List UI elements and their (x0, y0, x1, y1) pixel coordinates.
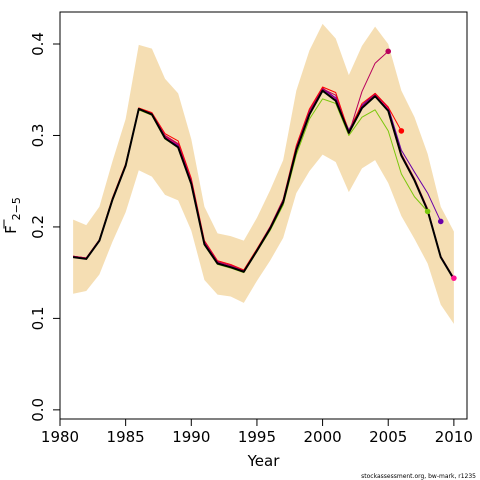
endpoint-layer (385, 48, 457, 281)
y-tick-label: 0.1 (29, 306, 47, 330)
x-tick-label: 2010 (435, 428, 473, 446)
x-tick-label: 2005 (369, 428, 407, 446)
y-axis: 0.0 0.1 0.2 0.3 0.4 (29, 32, 61, 422)
footnote: stockassessment.org, bw-mark, r1235 (361, 473, 476, 480)
series-endpoint-6 (385, 48, 392, 55)
series-endpoint-4 (424, 208, 431, 215)
x-tick-label: 1995 (238, 428, 276, 446)
y-tick-label: 0.3 (29, 124, 47, 148)
x-tick-label: 2000 (303, 428, 341, 446)
y-tick-label: 0.2 (29, 215, 47, 239)
y-tick-label: 0.0 (29, 398, 47, 422)
y-axis-label-main: F (2, 225, 20, 234)
series-line-0 (72, 89, 455, 280)
confidence-band-layer (73, 23, 454, 324)
confidence-band (73, 23, 454, 324)
x-tick-label: 1990 (172, 428, 210, 446)
series-endpoint-5 (398, 128, 405, 134)
x-tick-label: 1985 (107, 428, 145, 446)
series-endpoint-3 (437, 218, 444, 225)
x-axis-label: Year (247, 452, 281, 470)
x-tick-label: 1980 (41, 428, 79, 446)
y-axis-label-subscript: 2−5 (10, 197, 23, 220)
series-layer (72, 50, 455, 280)
y-axis-label: F 2−5 (2, 197, 23, 234)
svg-text:F 2−5: F 2−5 (2, 197, 23, 234)
y-tick-label: 0.4 (29, 32, 47, 56)
x-axis: 1980 1985 1990 1995 2000 2005 2010 (41, 418, 473, 446)
series-endpoint-2 (451, 275, 457, 281)
